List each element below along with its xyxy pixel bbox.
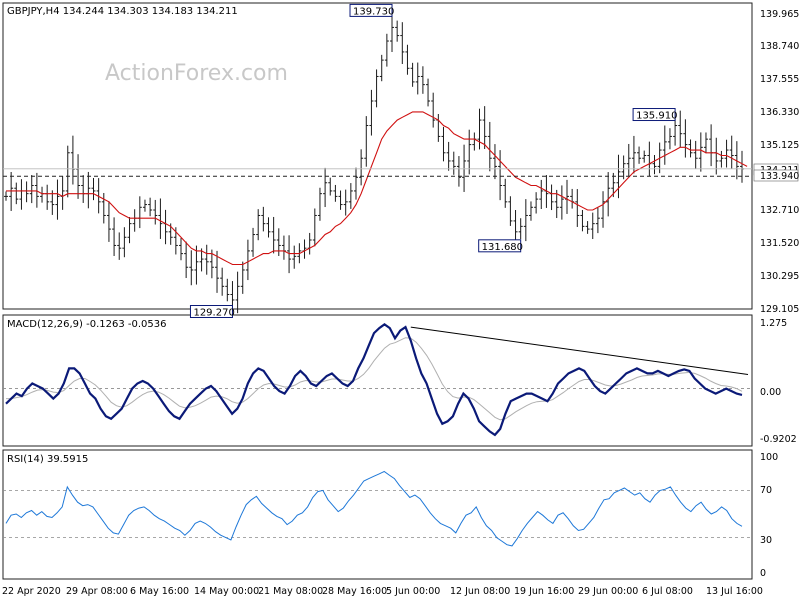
price-tick: 137.555 [760, 74, 799, 85]
rsi-y-axis: 100 70 30 0 [760, 452, 778, 579]
x-tick: 13 Jul 16:00 [706, 586, 763, 597]
price-tick: 131.520 [760, 238, 799, 249]
rsi-tick: 70 [760, 485, 772, 496]
x-tick: 6 May 16:00 [130, 586, 189, 597]
price-annotation-box [478, 239, 522, 253]
price-tick: 138.740 [760, 41, 799, 52]
x-tick: 14 May 00:00 [194, 586, 259, 597]
x-axis: 22 Apr 2020 29 Apr 08:00 6 May 16:00 14 … [2, 586, 763, 597]
rsi-line [5, 470, 743, 547]
price-tick: 130.295 [760, 271, 799, 282]
price-annotation-label: 139.730 [353, 6, 394, 17]
support-price-label: 133.940 [760, 171, 799, 182]
rsi-tick: 0 [760, 568, 766, 579]
price-annotation-label: 129.270 [193, 308, 234, 319]
macd-tick: 0.00 [760, 387, 781, 398]
price-annotation-box [632, 108, 676, 122]
rsi-header: RSI(14) 39.5915 [7, 454, 88, 465]
macd-layer [3, 322, 752, 437]
macd-trendline [410, 326, 749, 375]
macd-line [5, 322, 743, 437]
x-tick: 22 Apr 2020 [2, 586, 61, 597]
macd-header: MACD(12,26,9) -0.1263 -0.0536 [7, 319, 167, 330]
x-tick: 28 May 16:00 [322, 586, 387, 597]
moving-average-line [6, 111, 748, 266]
macd-panel-frame [2, 314, 753, 447]
macd-y-axis: 1.275 0.00 -0.9202 [760, 318, 797, 445]
price-tick: 135.125 [760, 140, 799, 151]
macd-tick: 1.275 [760, 318, 787, 329]
macd-tick: -0.9202 [760, 434, 797, 445]
support-price-box [753, 169, 799, 182]
macd-signal-line [6, 337, 743, 421]
x-tick: 29 Jun 00:00 [578, 586, 638, 597]
price-tick: 132.710 [760, 205, 799, 216]
rsi-tick: 100 [760, 452, 778, 463]
x-tick: 21 May 08:00 [258, 586, 323, 597]
price-header: GBPJPY,H4 134.244 134.303 134.183 134.21… [7, 6, 238, 17]
rsi-tick: 30 [760, 535, 772, 546]
price-annotation-label: 135.910 [636, 111, 677, 122]
price-tick: 136.330 [760, 107, 799, 118]
x-tick: 29 Apr 08:00 [66, 586, 128, 597]
x-tick: 12 Jun 08:00 [450, 586, 510, 597]
price-tick: 129.105 [760, 304, 799, 315]
price-annotation-label: 131.680 [482, 242, 523, 253]
price-annotation-box [189, 305, 233, 319]
price-annotation-box [349, 3, 393, 17]
x-tick: 5 Jun 00:00 [386, 586, 440, 597]
annotation-layer: 139.730 131.680 135.910 129.270 [189, 3, 677, 319]
price-y-axis: 139.965 138.740 137.555 136.330 135.125 … [760, 9, 799, 315]
rsi-layer [3, 470, 752, 547]
watermark: ActionForex.com [105, 61, 288, 86]
price-panel-frame [2, 2, 753, 310]
price-tick: 139.965 [760, 9, 799, 20]
rsi-panel-frame [2, 449, 753, 580]
x-tick: 6 Jul 08:00 [642, 586, 693, 597]
price-layer [3, 15, 752, 314]
x-tick: 19 Jun 16:00 [514, 586, 574, 597]
